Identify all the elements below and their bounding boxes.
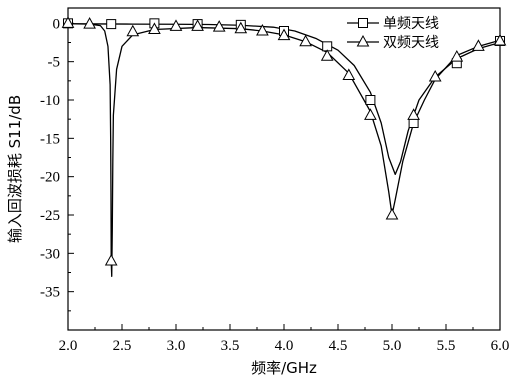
x-tick-label: 2.5 <box>113 338 132 354</box>
series-line-2 <box>68 24 500 277</box>
triangle-marker <box>387 209 398 219</box>
y-axis-title: 输入回波损耗 S11/dB <box>6 95 24 243</box>
triangle-marker <box>127 26 138 36</box>
legend-triangle-marker <box>358 36 369 46</box>
x-tick-label: 3.0 <box>167 338 186 354</box>
triangle-marker <box>84 18 95 28</box>
square-marker <box>107 20 116 29</box>
x-tick-label: 5.5 <box>437 338 456 354</box>
triangle-marker <box>365 109 376 119</box>
triangle-marker <box>171 20 182 30</box>
x-tick-label: 6.0 <box>491 338 510 354</box>
triangle-marker <box>214 21 225 31</box>
y-tick-label: -25 <box>40 208 60 224</box>
y-tick-label: -10 <box>40 93 60 109</box>
square-marker <box>366 96 375 105</box>
y-tick-label: -15 <box>40 131 60 147</box>
x-tick-label: 2.0 <box>59 338 78 354</box>
x-tick-label: 5.0 <box>383 338 402 354</box>
series-curves <box>68 24 500 277</box>
y-tick-label: -5 <box>48 55 61 71</box>
series-markers <box>63 17 506 265</box>
plot-area: 2.0 2.5 3.0 3.5 4.0 4.5 5.0 5.5 6.0 0 -5 -10 -15 -20… <box>40 8 509 354</box>
x-tick-label: 4.5 <box>329 338 348 354</box>
legend-label: 双频天线 <box>383 35 439 51</box>
legend-item-1: 单频天线 <box>347 16 439 32</box>
legend-label: 单频天线 <box>383 16 439 32</box>
legend-item-2: 双频天线 <box>347 35 439 51</box>
plot-frame <box>68 8 500 330</box>
triangle-marker <box>343 69 354 79</box>
triangle-marker <box>106 255 117 265</box>
triangle-marker <box>451 51 462 61</box>
y-tick-label: -35 <box>40 285 60 301</box>
x-axis-ticks: 2.0 2.5 3.0 3.5 4.0 4.5 5.0 5.5 6.0 <box>59 324 510 354</box>
x-tick-label: 4.0 <box>275 338 294 354</box>
y-tick-label: -20 <box>40 170 60 186</box>
legend-square-marker <box>359 19 368 28</box>
y-tick-label: 0 <box>53 16 61 32</box>
square-marker <box>409 119 418 128</box>
x-tick-label: 3.5 <box>221 338 240 354</box>
y-axis-ticks: 0 -5 -10 -15 -20 -25 -30 -35 <box>40 16 74 311</box>
x-axis-title: 频率/GHz <box>251 359 317 377</box>
y-tick-label: -30 <box>40 246 60 262</box>
